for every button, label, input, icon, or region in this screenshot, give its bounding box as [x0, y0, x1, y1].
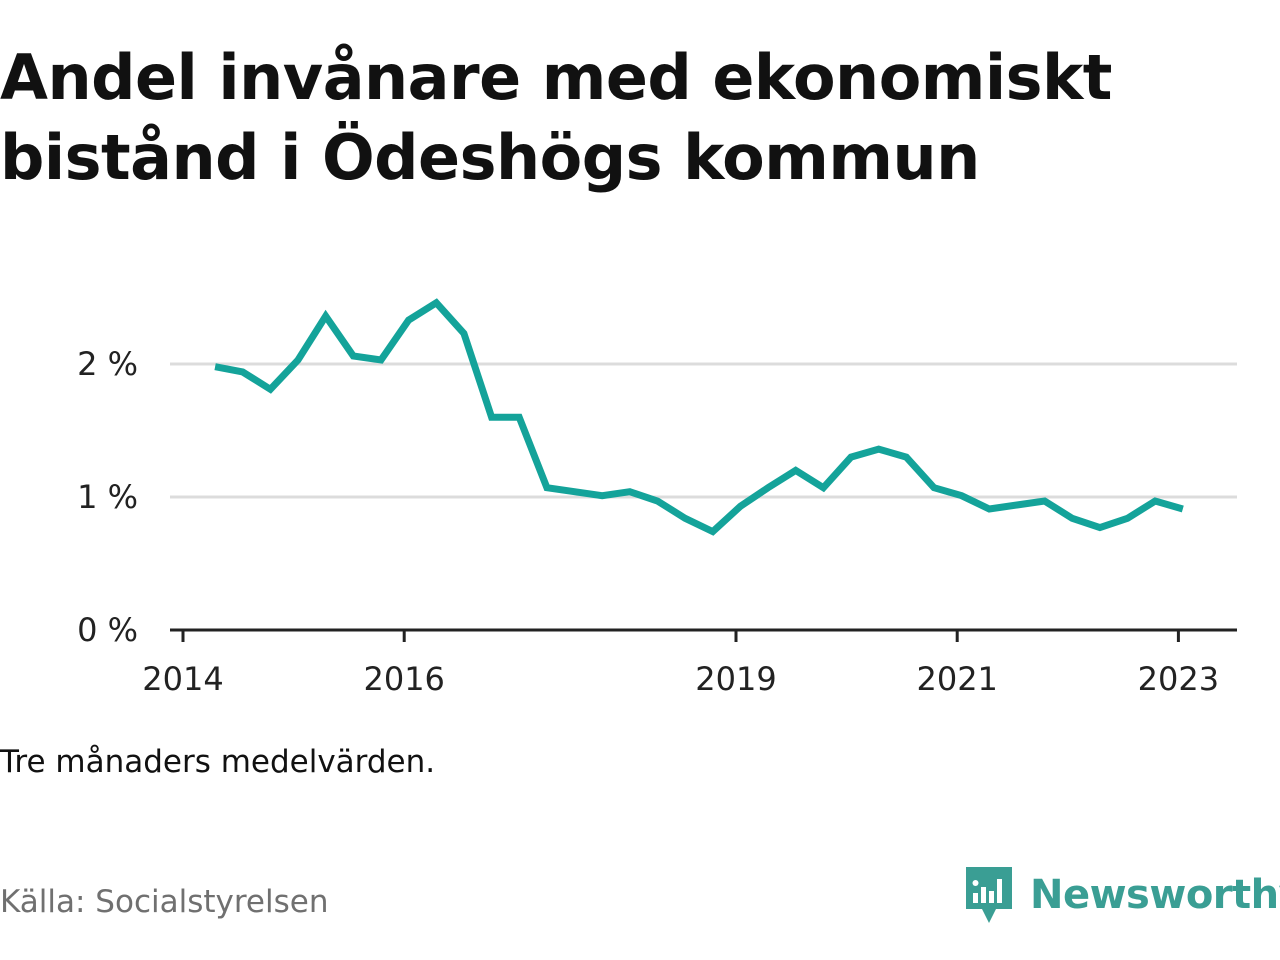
series-layer: [214, 298, 1184, 536]
y-axis-labels: 0 % 1 % 2 %: [77, 345, 138, 649]
x-axis: [170, 628, 1237, 642]
x-tick-label: 2021: [916, 660, 997, 698]
y-tick-label: 1 %: [77, 478, 138, 516]
x-tick-label: 2023: [1138, 660, 1219, 698]
source-note: Källa: Socialstyrelsen: [0, 884, 329, 920]
y-tick-label: 2 %: [77, 345, 138, 383]
newsworthy-chart-bubble-icon: [966, 867, 1012, 923]
newsworthy-logo[interactable]: Newsworthy: [964, 864, 1280, 926]
x-tick-label: 2019: [695, 660, 776, 698]
series-line: [214, 298, 1184, 536]
x-tick-label: 2016: [363, 660, 444, 698]
logo-text: Newsworthy: [1030, 872, 1280, 918]
chart-caption: Tre månaders medelvärden.: [0, 744, 436, 780]
x-tick-label: 2014: [142, 660, 223, 698]
chart-title: Andel invånare med ekonomiskt bistånd i …: [0, 41, 1112, 194]
x-axis-labels: 2014 2016 2019 2021 2023: [142, 660, 1219, 698]
gridlines: [170, 362, 1237, 499]
y-tick-label: 0 %: [77, 611, 138, 649]
